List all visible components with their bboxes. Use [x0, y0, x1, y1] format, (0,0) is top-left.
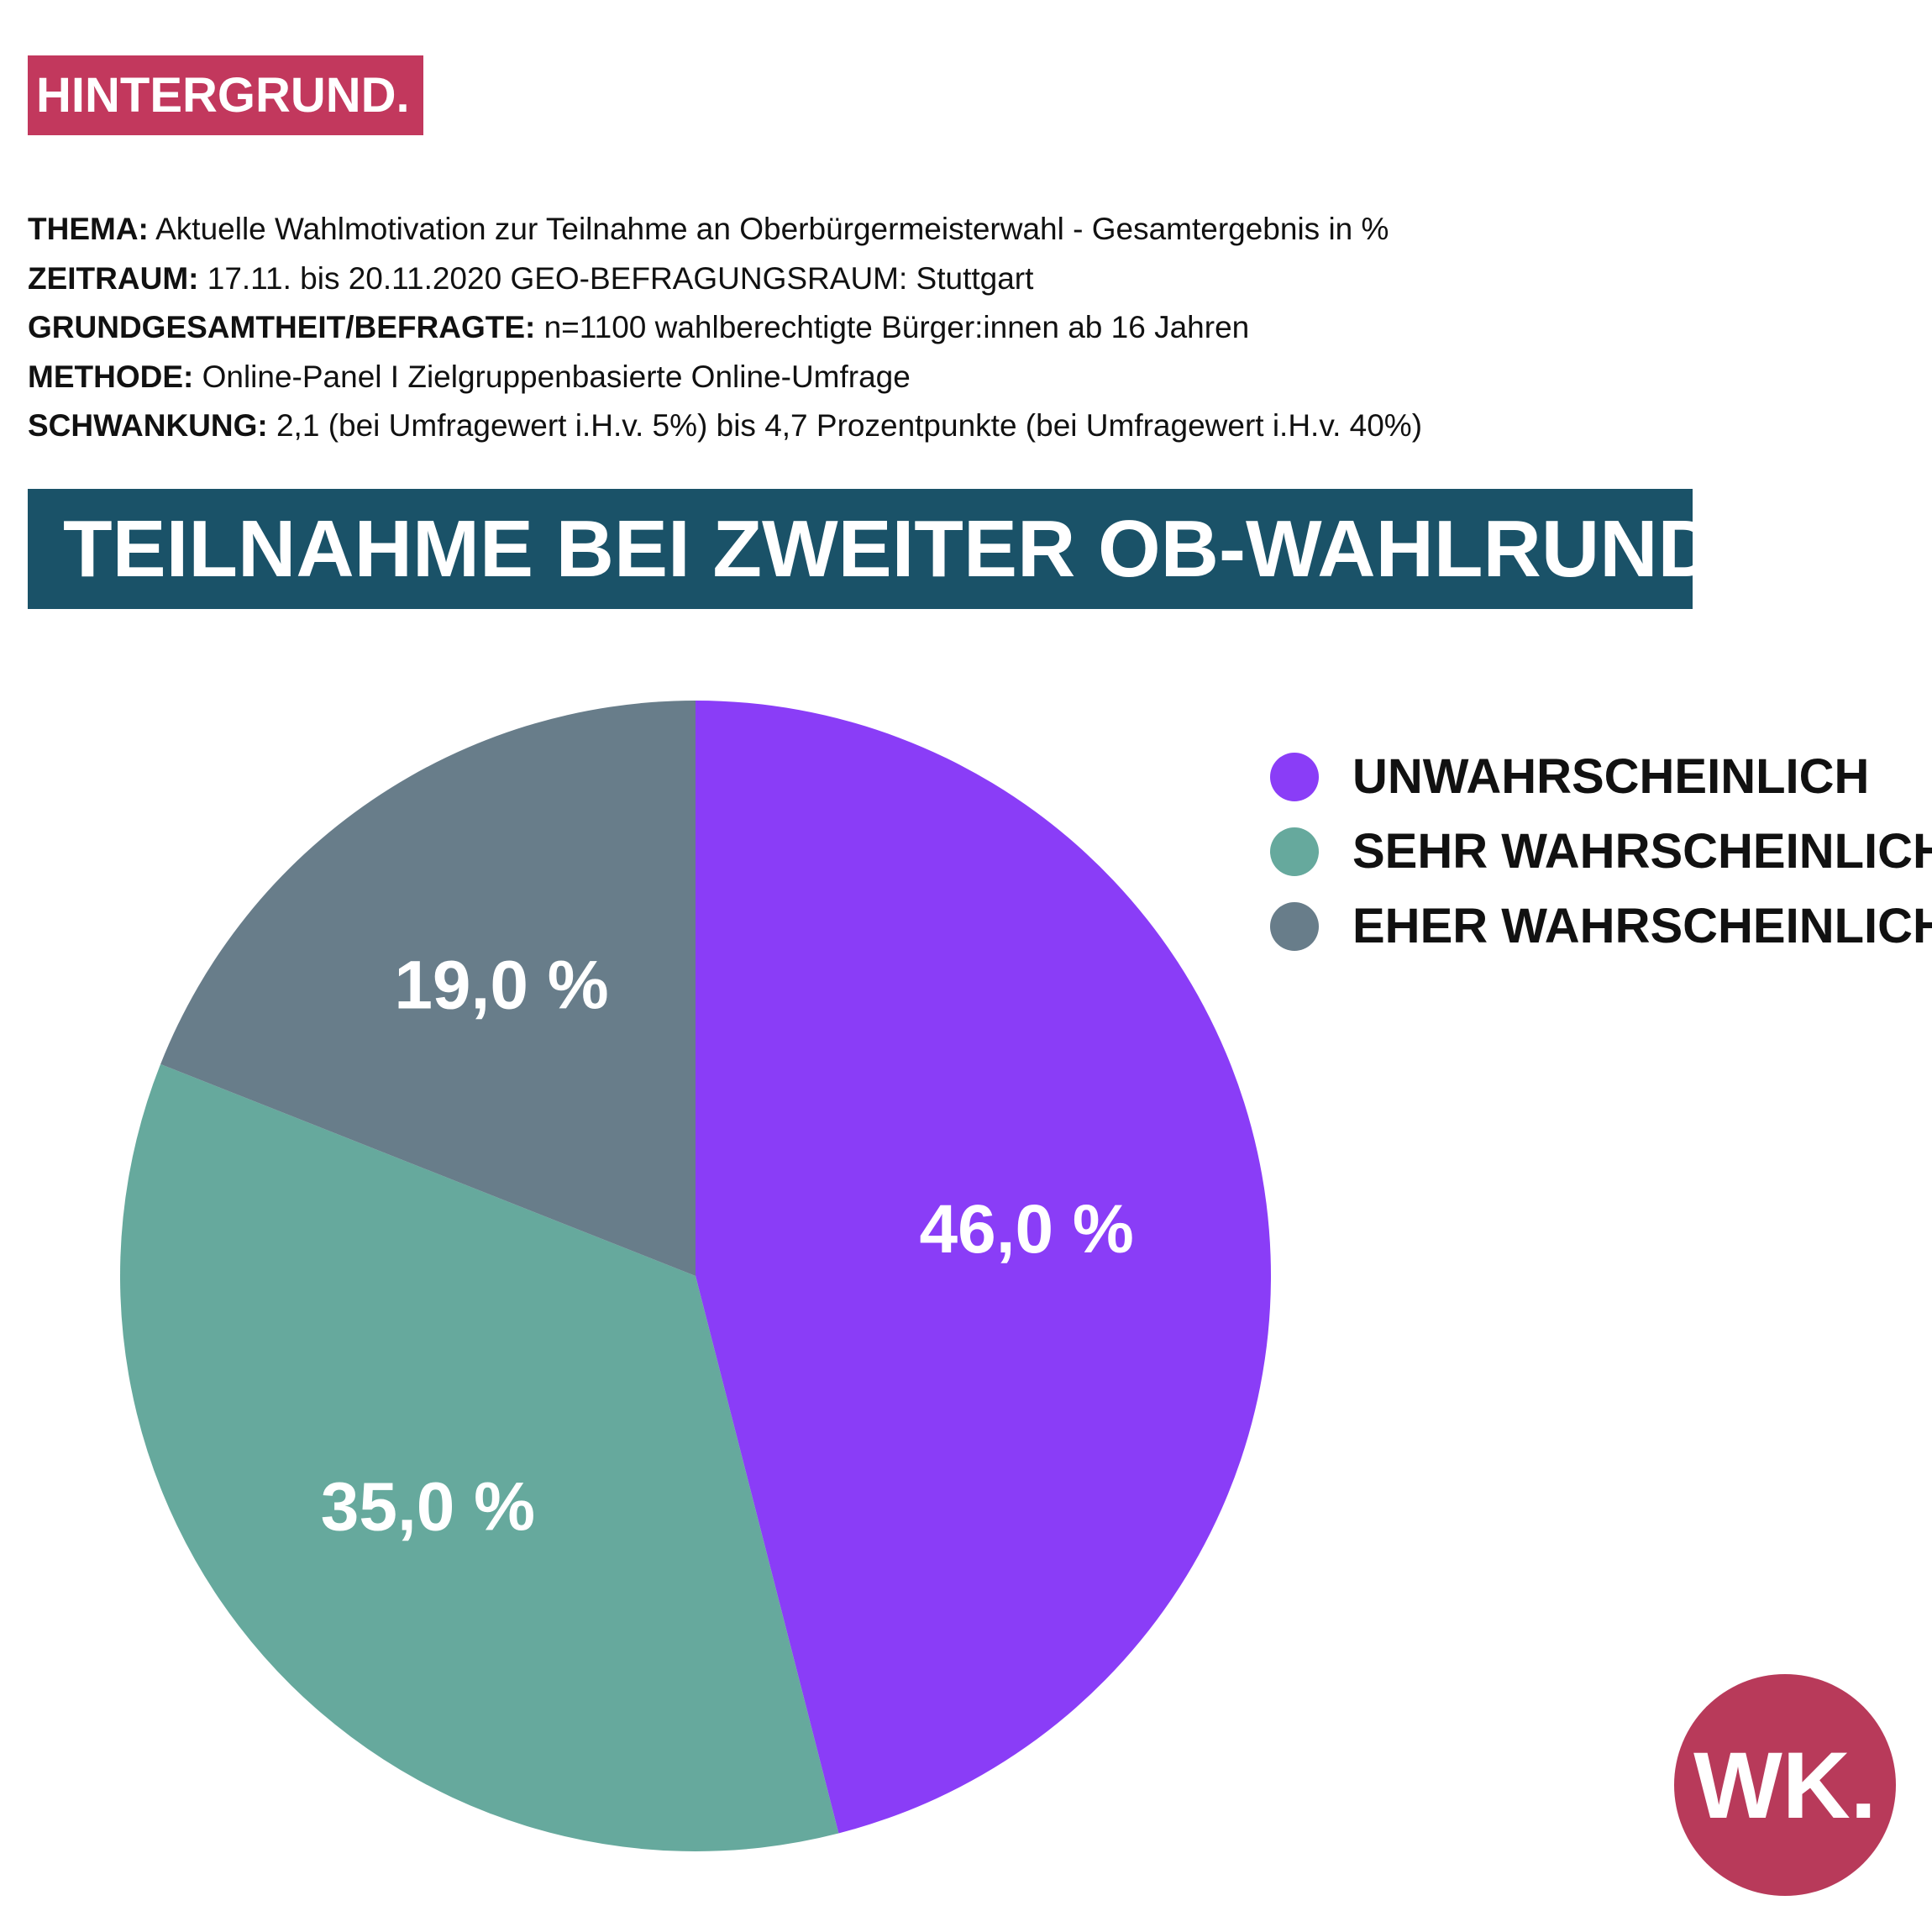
- legend-label: EHER WAHRSCHEINLICH: [1352, 899, 1932, 953]
- meta-thema: THEMA: Aktuelle Wahlmotivation zur Teiln…: [28, 205, 1624, 255]
- legend-item-eher-wahrscheinlich: EHER WAHRSCHEINLICH: [1270, 889, 1932, 963]
- legend-label: UNWAHRSCHEINLICH: [1352, 749, 1870, 804]
- meta-methode: METHODE: Online-Panel I Zielgruppenbasie…: [28, 353, 1624, 402]
- legend-swatch: [1270, 752, 1319, 801]
- meta-grundgesamtheit: GRUNDGESAMTHEIT/BEFRAGTE: n=1100 wahlber…: [28, 303, 1624, 353]
- meta-key: GRUNDGESAMTHEIT/BEFRAGTE:: [28, 310, 536, 344]
- meta-value: 2,1 (bei Umfragewert i.H.v. 5%) bis 4,7 …: [267, 408, 1423, 443]
- meta-zeitraum: ZEITRAUM: 17.11. bis 20.11.2020 GEO-BEFR…: [28, 255, 1624, 304]
- meta-value: n=1100 wahlberechtigte Bürger:innen ab 1…: [535, 310, 1250, 344]
- chart-legend: UNWAHRSCHEINLICH SEHR WAHRSCHEINLICH EHE…: [1270, 739, 1932, 963]
- legend-item-unwahrscheinlich: UNWAHRSCHEINLICH: [1270, 739, 1932, 814]
- meta-schwankung: SCHWANKUNG: 2,1 (bei Umfragewert i.H.v. …: [28, 402, 1624, 451]
- pie-slice-eher-wahrscheinlich: [160, 701, 696, 1276]
- meta-value: Online-Panel I Zielgruppenbasierte Onlin…: [193, 359, 911, 394]
- meta-value: Aktuelle Wahlmotivation zur Teilnahme an…: [148, 212, 1389, 246]
- legend-swatch: [1270, 827, 1319, 876]
- meta-value: 17.11. bis 20.11.2020 GEO-BEFRAGUNGSRAUM…: [198, 260, 1034, 296]
- hintergrund-badge: HINTERGRUND.: [28, 55, 423, 135]
- meta-key: ZEITRAUM:: [28, 260, 199, 296]
- pie-data-label: 35,0 %: [321, 1469, 535, 1546]
- chart-title: TEILNAHME BEI ZWEITER OB-WAHLRUNDE?: [28, 489, 1819, 609]
- pie-slice-unwahrscheinlich: [696, 701, 1272, 1834]
- meta-key: SCHWANKUNG:: [28, 408, 268, 443]
- legend-swatch: [1270, 901, 1319, 951]
- legend-item-sehr-wahrscheinlich: SEHR WAHRSCHEINLICH: [1270, 814, 1932, 889]
- pie-data-label: 46,0 %: [920, 1191, 1134, 1268]
- survey-meta: THEMA: Aktuelle Wahlmotivation zur Teiln…: [28, 205, 1624, 451]
- meta-key: METHODE:: [28, 359, 194, 394]
- meta-key: THEMA:: [28, 212, 149, 246]
- wk-logo: WK.: [1674, 1674, 1896, 1896]
- pie-data-label: 19,0 %: [394, 948, 608, 1024]
- pie-slice-sehr-wahrscheinlich: [119, 1063, 839, 1851]
- legend-label: SEHR WAHRSCHEINLICH: [1352, 824, 1932, 879]
